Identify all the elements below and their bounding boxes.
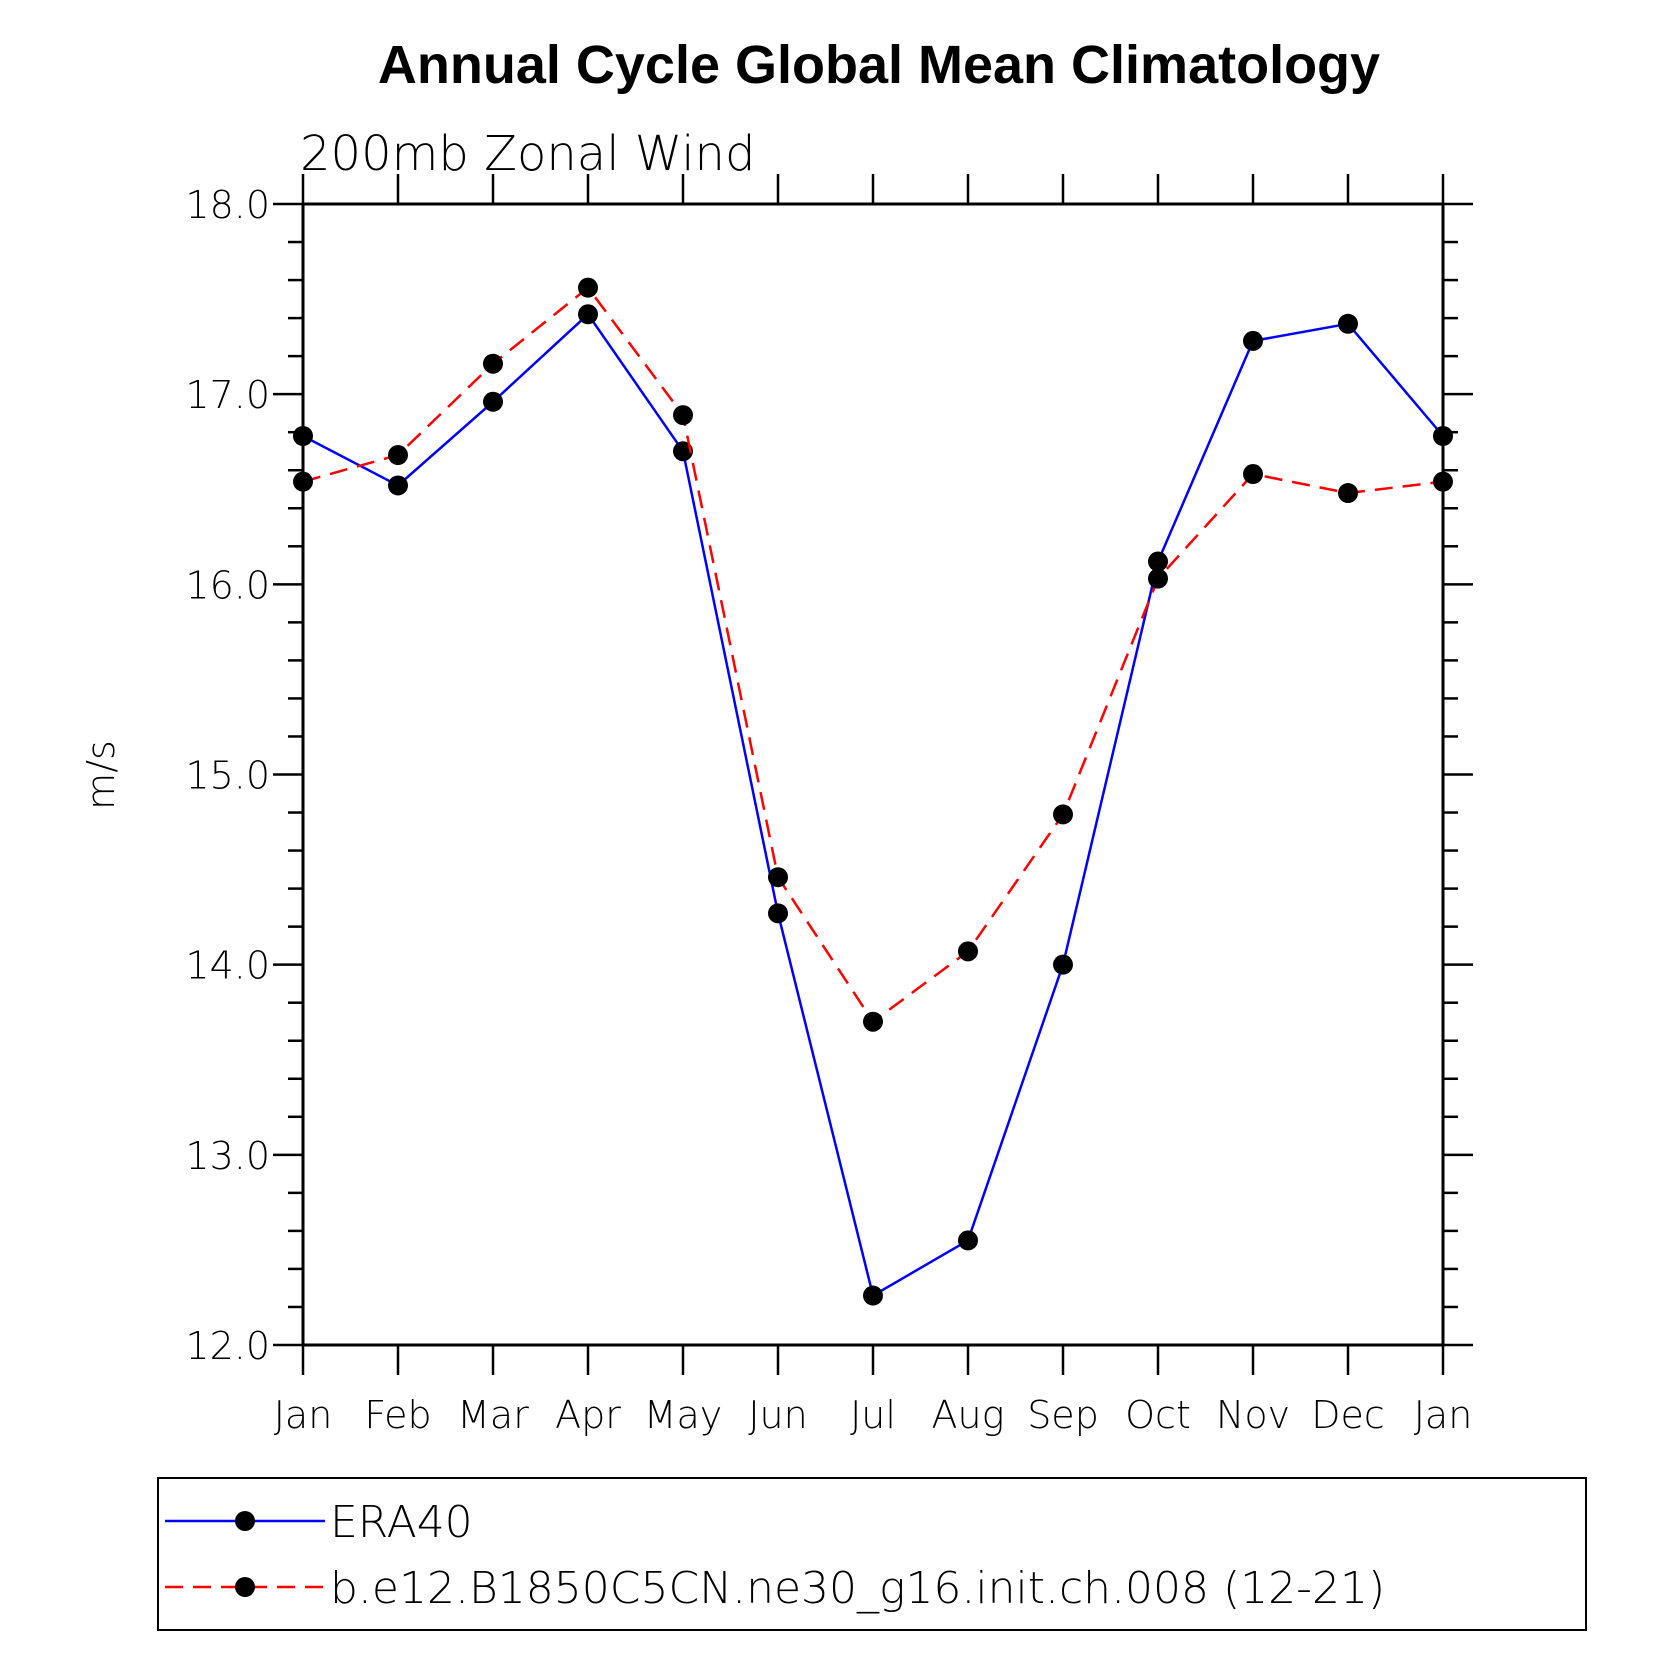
data-point [1243,464,1263,485]
x-tick-label: Jul [850,1393,896,1437]
legend-label: ERA40 [330,1497,473,1548]
x-tick-label: May [644,1393,723,1437]
legend-item: b.e12.B1850C5CN.ne30_g16.init.ch.008 (12… [165,1563,1385,1614]
y-tick-label: 15.0 [185,754,270,798]
data-point [578,277,598,298]
data-point [863,1285,883,1306]
data-point [388,445,408,466]
legend-marker [235,1511,255,1531]
series-2 [293,277,1453,1032]
y-axis-label: m/s [79,740,123,810]
y-tick-label: 17.0 [185,373,270,417]
y-tick-label: 14.0 [185,944,270,988]
data-point [1243,330,1263,351]
series-line [302,285,1444,1024]
legend-item: ERA40 [165,1497,473,1548]
data-point [293,426,313,447]
data-point [1338,313,1358,334]
x-tick-label: Nov [1216,1393,1290,1437]
data-point [958,1230,978,1251]
legend: ERA40 b.e12.B1850C5CN.ne30_g16.init.ch.00… [157,1477,1587,1631]
x-tick-label: Jun [748,1393,807,1437]
data-point [293,471,313,492]
data-point [673,441,693,462]
chart-subtitle: 200mb Zonal Wind [300,126,755,182]
data-point [768,867,788,888]
x-tick-label: Oct [1125,1393,1191,1437]
x-tick-label: Jan [274,1393,333,1437]
plot-frame [301,202,1445,1347]
data-point [1053,954,1073,975]
x-tick-label: Apr [555,1393,621,1437]
x-tick-label: Sep [1027,1393,1099,1437]
data-point [1338,483,1358,504]
data-point [958,941,978,962]
data-point [1433,471,1453,492]
data-point [388,475,408,496]
series-line [302,312,1444,1298]
data-point [673,405,693,426]
y-tick-label: 18.0 [185,183,270,227]
series-1 [293,304,1453,1306]
x-tick-label: Jan [1414,1393,1473,1437]
x-tick-labels: Jan Feb Mar Apr May Jun Jul Aug Sep Oct Nov Dec Jan [274,1393,1473,1437]
y-tick-label: 13.0 [185,1134,270,1178]
y-tick-label: 16.0 [185,563,270,607]
data-point [1148,568,1168,589]
data-point [863,1011,883,1032]
axis-ticks [273,174,1473,1375]
x-tick-label: Mar [457,1393,529,1437]
data-point [483,391,503,412]
legend-frame [157,1477,1587,1631]
data-point [1433,426,1453,447]
x-tick-label: Aug [932,1393,1005,1437]
x-tick-label: Dec [1311,1393,1385,1437]
chart-title: Annual Cycle Global Mean Climatology [378,35,1380,95]
y-tick-labels: 12.0 13.0 14.0 15.0 16.0 17.0 18.0 [185,183,270,1368]
series-layer [293,277,1453,1306]
data-point [1148,551,1168,572]
x-tick-label: Feb [364,1393,431,1437]
legend-label: b.e12.B1850C5CN.ne30_g16.init.ch.008 (12… [330,1563,1385,1614]
legend-marker [235,1577,255,1597]
data-point [768,903,788,924]
y-tick-label: 12.0 [185,1324,270,1368]
data-point [483,353,503,374]
data-point [1053,804,1073,825]
data-point [578,304,598,325]
